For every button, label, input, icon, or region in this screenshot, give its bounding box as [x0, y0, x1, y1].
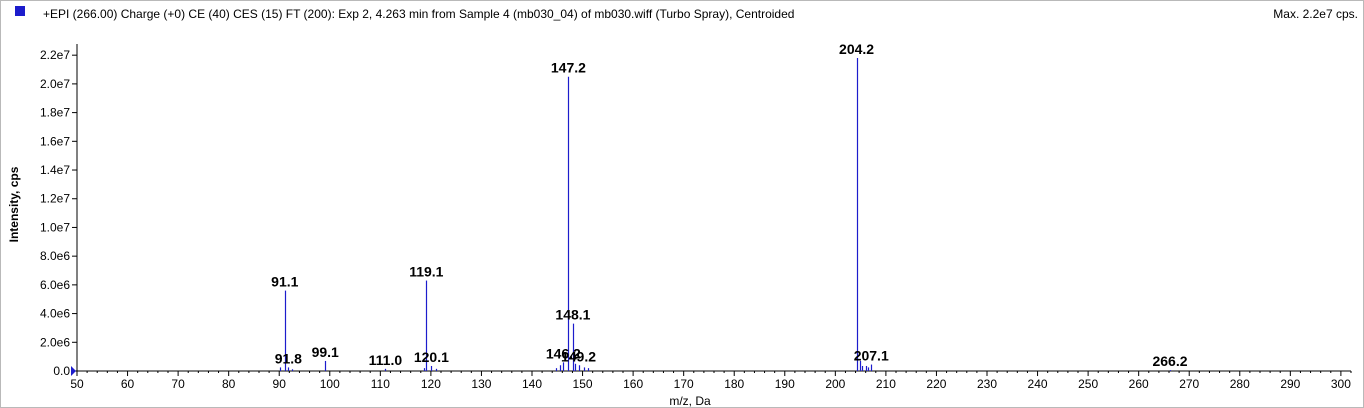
- peak-label: 146.2: [546, 345, 581, 361]
- y-tick-label: 1.4e7: [40, 163, 70, 177]
- x-tick-label: 170: [674, 377, 694, 391]
- x-tick-label: 150: [573, 377, 593, 391]
- x-tick-label: 230: [977, 377, 997, 391]
- x-tick-label: 180: [724, 377, 744, 391]
- x-tick-label: 100: [320, 377, 340, 391]
- x-tick-label: 220: [926, 377, 946, 391]
- peak-label: 120.1: [414, 349, 449, 365]
- x-tick-label: 300: [1331, 377, 1351, 391]
- y-tick-label: 2.2e7: [40, 48, 70, 62]
- peak-label: 99.1: [312, 344, 339, 360]
- y-axis-title: Intensity, cps: [7, 166, 21, 242]
- x-tick-label: 90: [273, 377, 287, 391]
- y-tick-label: 1.8e7: [40, 106, 70, 120]
- peak-label: 91.8: [275, 350, 302, 366]
- y-tick-label: 8.0e6: [40, 249, 70, 263]
- y-tick-label: 6.0e6: [40, 278, 70, 292]
- x-tick-label: 260: [1129, 377, 1149, 391]
- x-tick-label: 270: [1179, 377, 1199, 391]
- y-tick-label: 2.0e6: [40, 335, 70, 349]
- x-tick-label: 120: [421, 377, 441, 391]
- x-tick-label: 240: [1028, 377, 1048, 391]
- x-tick-label: 200: [825, 377, 845, 391]
- peak-label: 204.2: [839, 41, 874, 57]
- x-tick-label: 210: [876, 377, 896, 391]
- x-tick-label: 140: [522, 377, 542, 391]
- y-tick-label: 1.6e7: [40, 134, 70, 148]
- x-tick-label: 290: [1280, 377, 1300, 391]
- y-tick-label: 1.2e7: [40, 192, 70, 206]
- peak-label: 266.2: [1152, 353, 1187, 369]
- x-axis-title: m/z, Da: [669, 394, 711, 408]
- peak-label: 149.2: [561, 348, 596, 364]
- x-tick-label: 130: [471, 377, 491, 391]
- x-tick-label: 70: [171, 377, 185, 391]
- x-tick-label: 50: [70, 377, 84, 391]
- x-tick-label: 60: [121, 377, 135, 391]
- peak-label: 147.2: [551, 60, 586, 76]
- peak-label: 148.1: [555, 307, 590, 323]
- x-tick-label: 280: [1230, 377, 1250, 391]
- x-tick-label: 110: [371, 377, 390, 391]
- y-tick-label: 2.0e7: [40, 77, 70, 91]
- peak-label: 207.1: [854, 348, 889, 364]
- y-tick-label: 0.0: [53, 364, 70, 378]
- x-axis-origin-marker: [71, 366, 76, 376]
- x-tick-label: 190: [775, 377, 795, 391]
- spectrum-header-title: +EPI (266.00) Charge (+0) CE (40) CES (1…: [43, 7, 795, 21]
- y-tick-label: 4.0e6: [40, 307, 70, 321]
- peak-label: 119.1: [409, 264, 443, 280]
- series-color-swatch: [15, 6, 25, 16]
- peak-label: 91.1: [271, 274, 298, 290]
- x-tick-label: 80: [222, 377, 236, 391]
- peak-label: 111.0: [369, 352, 403, 368]
- y-tick-label: 1.0e7: [40, 220, 70, 234]
- x-tick-label: 160: [623, 377, 643, 391]
- x-tick-label: 250: [1078, 377, 1098, 391]
- max-intensity-label: Max. 2.2e7 cps.: [1273, 7, 1358, 21]
